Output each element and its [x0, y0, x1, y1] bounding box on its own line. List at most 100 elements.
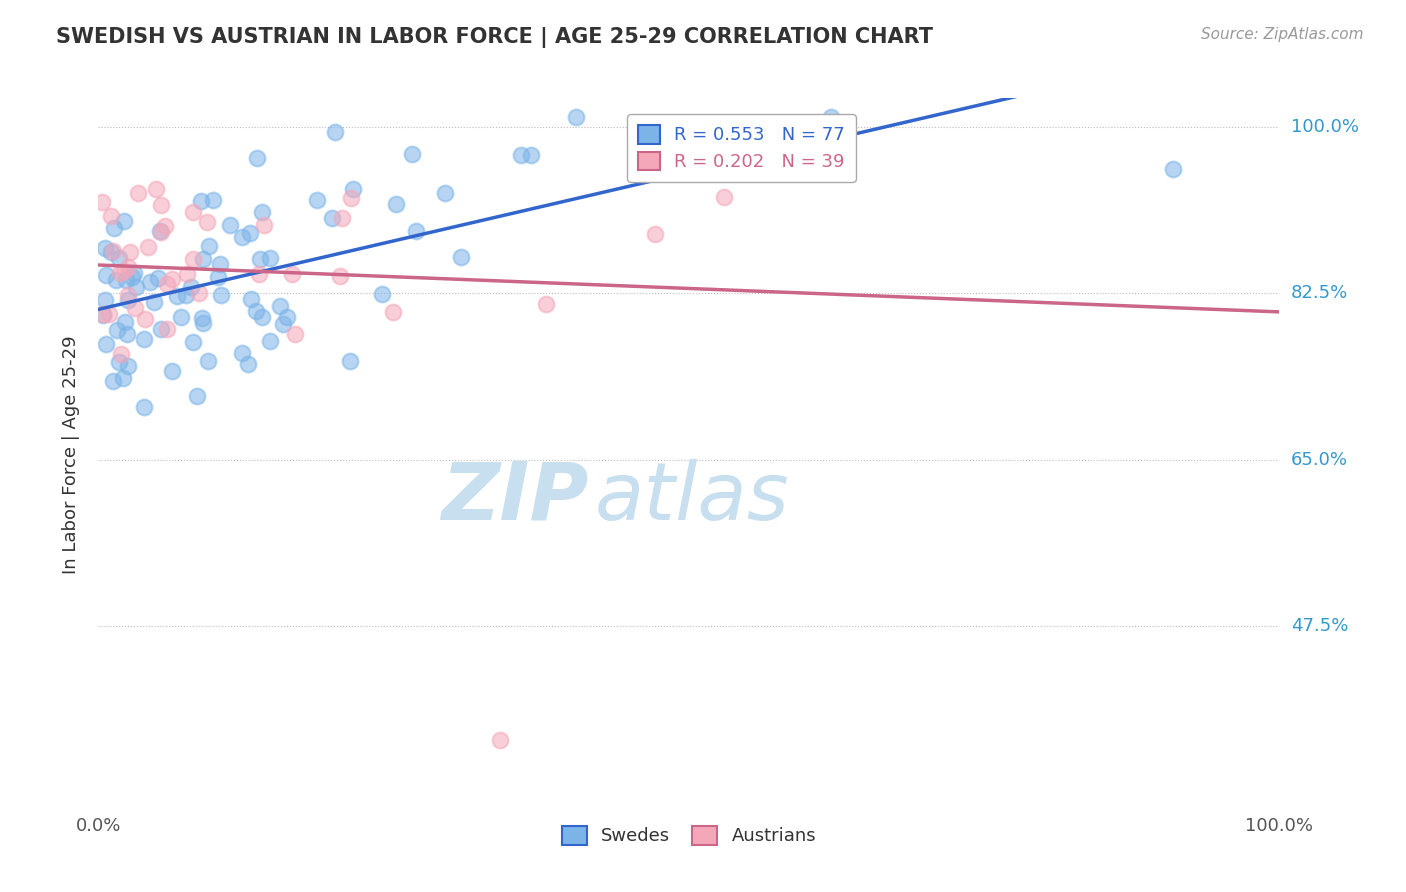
- Point: [534, 296, 557, 310]
- Point: [139, 275, 162, 289]
- Point: [187, 286, 209, 301]
- Text: ZIP: ZIP: [441, 458, 589, 537]
- Point: [197, 353, 219, 368]
- Point: [127, 186, 149, 200]
- Point: [121, 269, 143, 284]
- Point: [191, 252, 214, 267]
- Point: [259, 334, 281, 348]
- Point: [644, 227, 666, 242]
- Point: [155, 277, 177, 291]
- Point: [509, 148, 531, 162]
- Point: [100, 245, 122, 260]
- Point: [305, 193, 328, 207]
- Point: [181, 335, 204, 350]
- Point: [91, 308, 114, 322]
- Point: [191, 317, 214, 331]
- Point: [132, 332, 155, 346]
- Point: [183, 252, 205, 266]
- Point: [156, 322, 179, 336]
- Point: [150, 322, 173, 336]
- Y-axis label: In Labor Force | Age 25-29: In Labor Force | Age 25-29: [62, 335, 80, 574]
- Point: [149, 198, 172, 212]
- Point: [186, 389, 208, 403]
- Point: [371, 287, 394, 301]
- Point: [117, 293, 139, 307]
- Point: [146, 271, 169, 285]
- Point: [108, 354, 131, 368]
- Text: 65.0%: 65.0%: [1291, 450, 1347, 468]
- Point: [195, 215, 218, 229]
- Point: [94, 268, 117, 282]
- Point: [160, 272, 183, 286]
- Point: [93, 293, 115, 308]
- Point: [218, 218, 240, 232]
- Point: [342, 182, 364, 196]
- Point: [564, 110, 586, 124]
- Point: [117, 287, 139, 301]
- Point: [252, 205, 274, 219]
- Text: atlas: atlas: [595, 458, 789, 537]
- Legend: Swedes, Austrians: Swedes, Austrians: [554, 819, 824, 853]
- Point: [330, 211, 353, 226]
- Point: [236, 357, 259, 371]
- Point: [94, 241, 117, 255]
- Point: [259, 251, 281, 265]
- Point: [160, 364, 183, 378]
- Point: [91, 307, 114, 321]
- Point: [100, 209, 122, 223]
- Point: [339, 354, 361, 368]
- Point: [252, 310, 274, 325]
- Point: [231, 230, 253, 244]
- Point: [191, 310, 214, 325]
- Point: [340, 191, 363, 205]
- Point: [253, 218, 276, 232]
- Point: [201, 193, 224, 207]
- Point: [489, 733, 512, 747]
- Point: [94, 337, 117, 351]
- Point: [134, 400, 156, 414]
- Point: [672, 153, 695, 167]
- Point: [114, 315, 136, 329]
- Point: [276, 310, 298, 324]
- Point: [713, 190, 735, 204]
- Point: [284, 327, 307, 342]
- Point: [103, 221, 125, 235]
- Point: [245, 304, 267, 318]
- Point: [117, 359, 139, 374]
- Point: [110, 266, 132, 280]
- Point: [174, 288, 197, 302]
- Point: [149, 225, 172, 239]
- Text: Source: ZipAtlas.com: Source: ZipAtlas.com: [1201, 27, 1364, 42]
- Point: [321, 211, 343, 225]
- Point: [382, 305, 405, 319]
- Point: [124, 266, 146, 280]
- Text: 47.5%: 47.5%: [1291, 617, 1348, 635]
- Point: [240, 292, 263, 306]
- Point: [273, 317, 295, 331]
- Point: [246, 151, 269, 165]
- Point: [108, 251, 131, 265]
- Point: [520, 148, 543, 162]
- Point: [1161, 162, 1184, 177]
- Point: [101, 375, 124, 389]
- Point: [149, 224, 172, 238]
- Point: [281, 267, 304, 281]
- Point: [125, 280, 148, 294]
- Point: [115, 326, 138, 341]
- Point: [118, 244, 141, 259]
- Point: [105, 273, 128, 287]
- Point: [450, 250, 472, 264]
- Point: [180, 279, 202, 293]
- Point: [112, 264, 135, 278]
- Point: [117, 260, 139, 275]
- Point: [249, 252, 271, 267]
- Point: [91, 194, 114, 209]
- Point: [101, 244, 124, 258]
- Point: [405, 224, 427, 238]
- Point: [385, 197, 408, 211]
- Point: [115, 273, 138, 287]
- Point: [329, 268, 352, 283]
- Point: [105, 323, 128, 337]
- Point: [166, 289, 188, 303]
- Text: 82.5%: 82.5%: [1291, 285, 1348, 302]
